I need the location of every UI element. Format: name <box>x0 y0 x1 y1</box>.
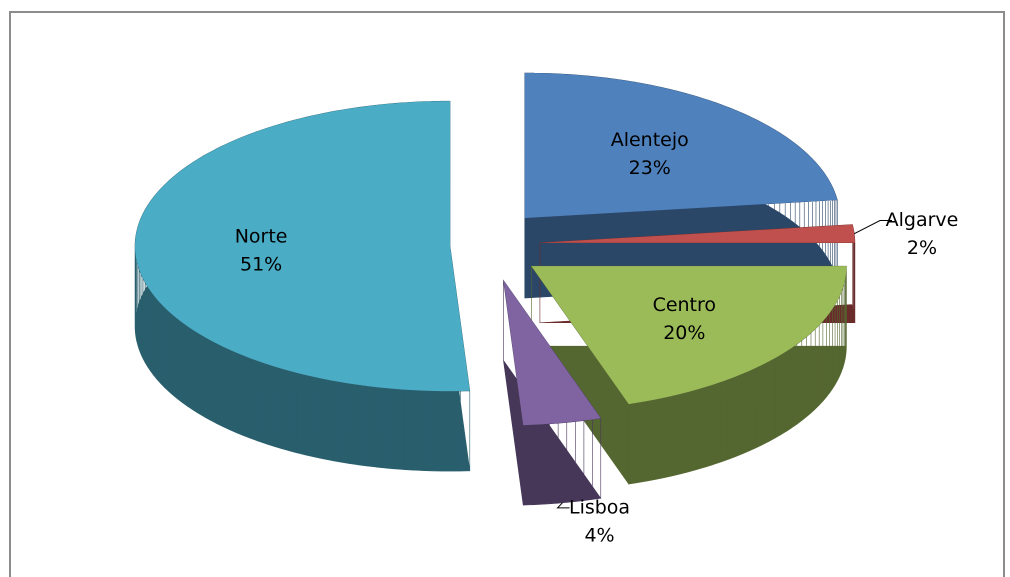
slice-value-label: 51% <box>240 253 282 275</box>
slice-label: Norte <box>235 225 288 247</box>
slice <box>531 266 847 405</box>
leader-line <box>556 502 570 509</box>
slice-label: Centro <box>653 294 716 316</box>
leader-line <box>854 220 893 235</box>
slice-label: Alentejo <box>611 129 689 151</box>
slice-value-label: 2% <box>907 237 937 259</box>
slice-label: Lisboa <box>569 496 630 518</box>
slice-value-label: 23% <box>629 157 671 179</box>
slice <box>135 101 470 392</box>
slice <box>524 72 838 218</box>
slice-label: Algarve <box>886 209 959 231</box>
slice <box>503 280 601 426</box>
slice <box>539 224 855 243</box>
slice-value-label: 4% <box>584 524 614 546</box>
slice-value-label: 20% <box>663 322 705 344</box>
